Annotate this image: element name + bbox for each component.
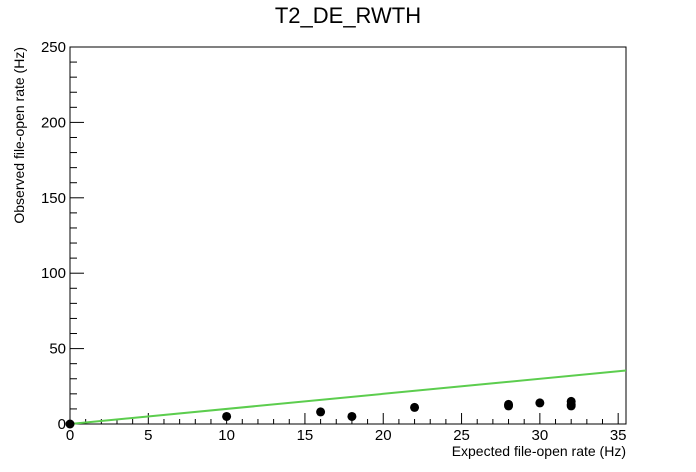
x-tick-label: 25	[453, 427, 470, 444]
y-tick-label: 150	[41, 190, 66, 207]
reference-line	[69, 369, 627, 425]
x-tick-label: 0	[66, 427, 74, 444]
chart-title: T2_DE_RWTH	[275, 3, 421, 28]
data-point	[347, 411, 357, 421]
x-tick-label: 15	[297, 427, 314, 444]
y-tick-label: 100	[41, 265, 66, 282]
x-tick-label: 5	[144, 427, 152, 444]
data-point	[504, 399, 514, 409]
y-tick-label: 200	[41, 114, 66, 131]
x-tick-label: 30	[532, 427, 549, 444]
plot-frame	[69, 46, 627, 425]
x-axis: 0 5 10 15 20 25 30 35	[66, 413, 627, 444]
data-point	[316, 407, 326, 417]
data-point	[566, 396, 576, 406]
y-tick-label: 0	[58, 416, 66, 433]
data-point	[535, 398, 545, 408]
data-point	[222, 411, 232, 421]
y-tick-label: 250	[41, 39, 66, 56]
x-axis-title: Expected file-open rate (Hz)	[452, 443, 626, 459]
x-tick-label: 35	[610, 427, 627, 444]
data-point	[410, 402, 420, 412]
data-points	[65, 396, 576, 429]
y-tick-label: 50	[49, 341, 66, 358]
data-point	[65, 419, 75, 429]
y-axis: 0 50 100 150 200 250	[41, 39, 84, 433]
x-tick-label: 10	[218, 427, 235, 444]
x-tick-label: 20	[375, 427, 392, 444]
y-axis-title: Observed file-open rate (Hz)	[11, 47, 27, 224]
reference-line-layer	[69, 369, 627, 425]
